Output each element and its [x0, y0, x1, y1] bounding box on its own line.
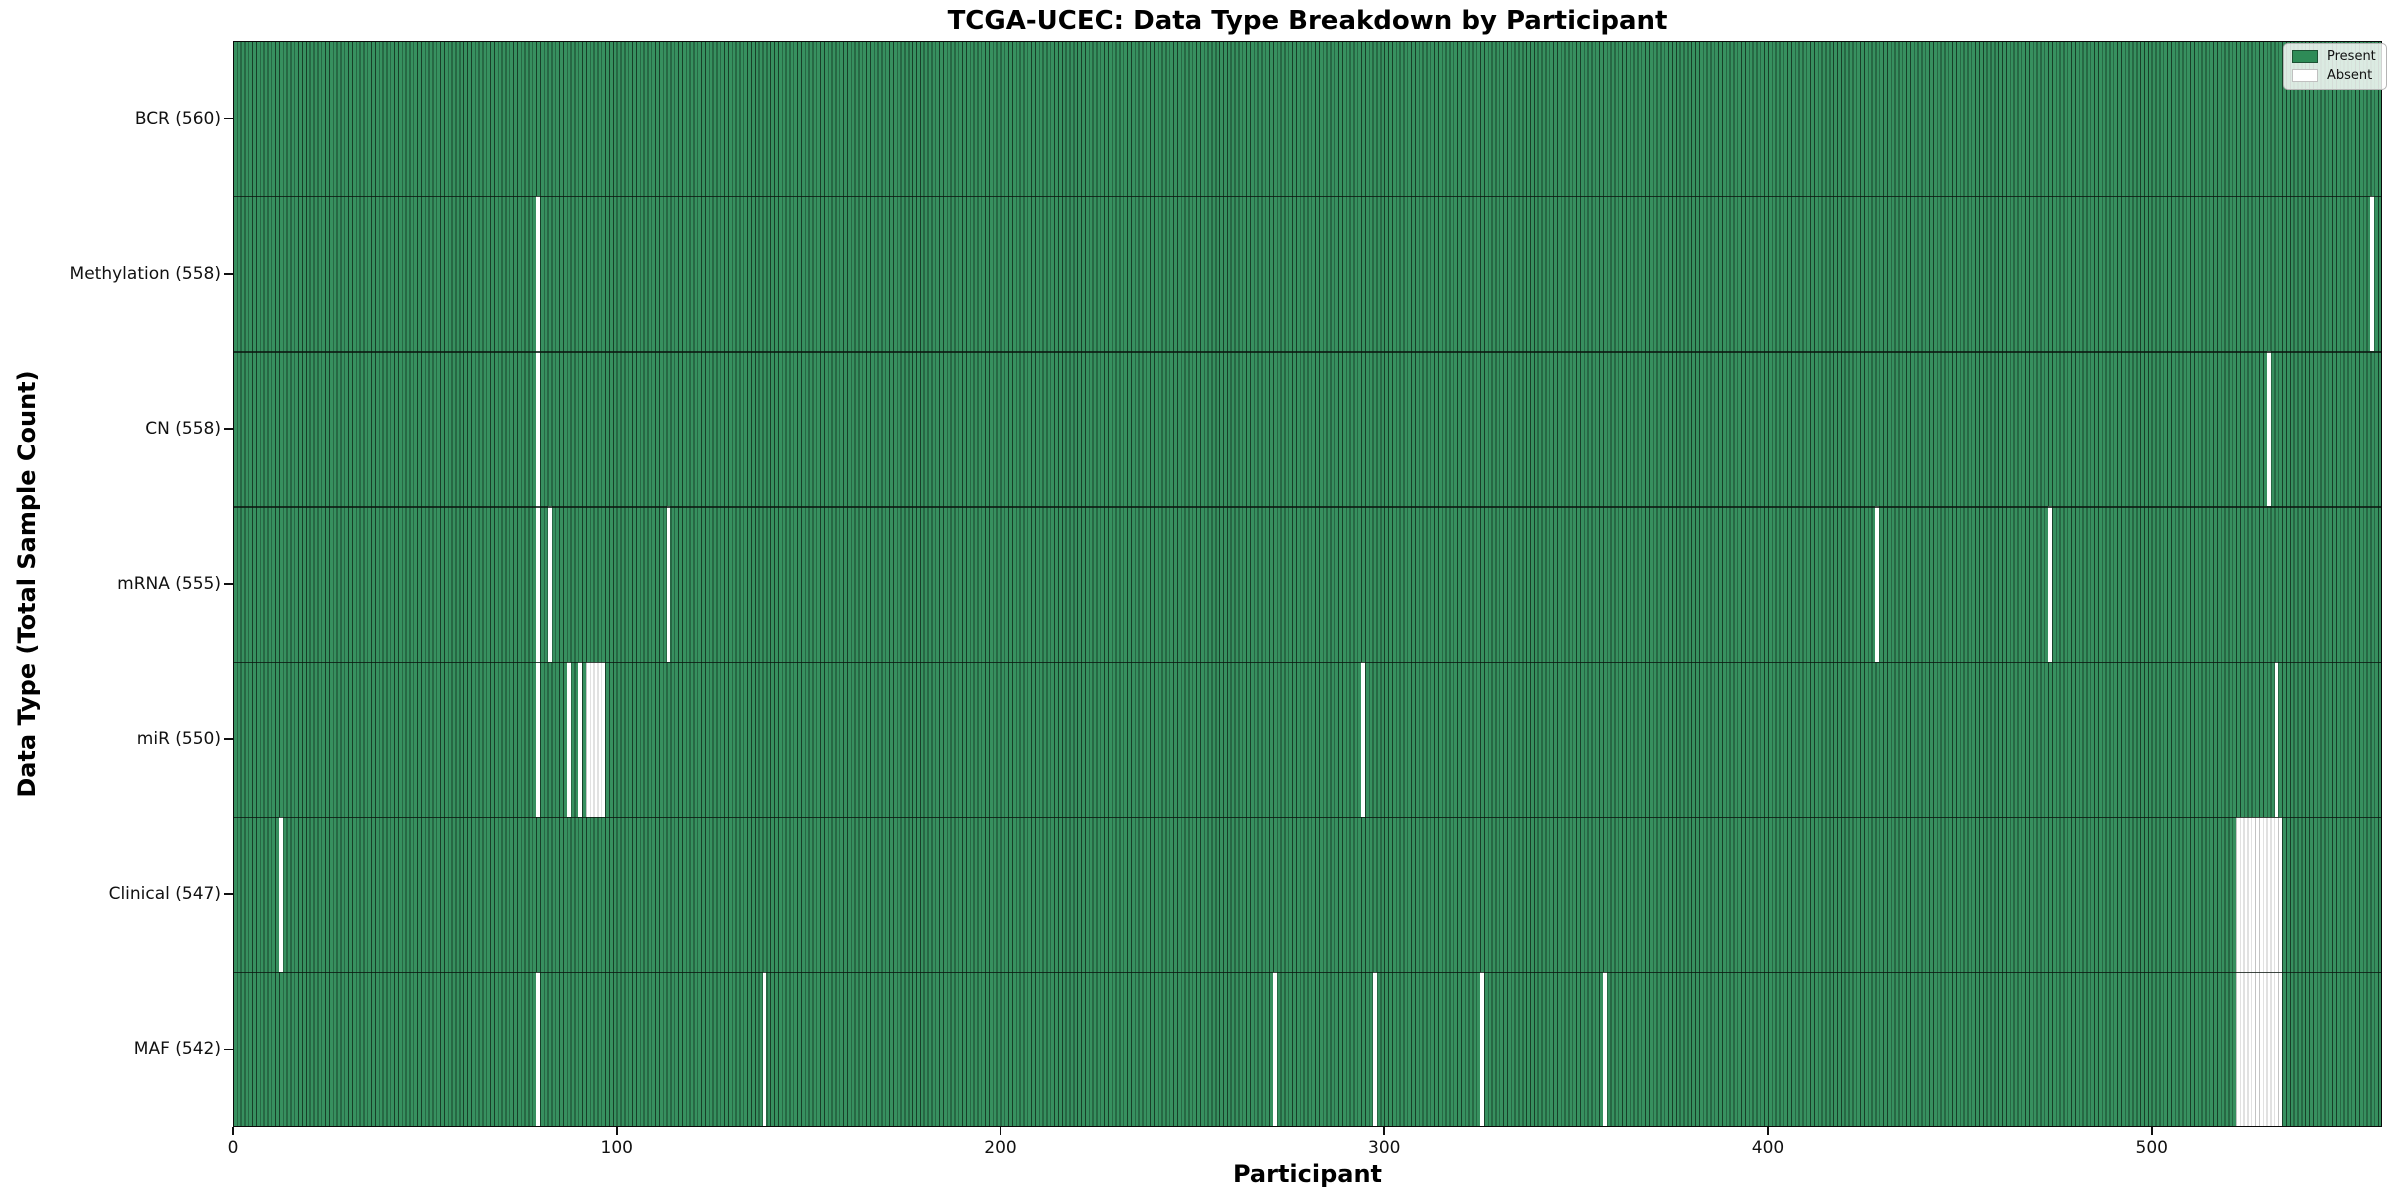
absent-gap [536, 661, 540, 817]
y-tick-label-BCR: BCR (560) [134, 108, 221, 129]
row-divider [233, 971, 2382, 974]
absent-gap [279, 816, 283, 972]
chart-title: TCGA-UCEC: Data Type Breakdown by Partic… [947, 6, 1668, 36]
absent-gap [666, 506, 671, 662]
y-tick-mark [224, 1048, 233, 1051]
absent-gap [1480, 971, 1485, 1127]
legend-item-present: Present [2292, 50, 2376, 63]
x-tick-mark [2150, 1127, 2153, 1135]
y-tick-mark [224, 117, 233, 120]
absent-gap [536, 506, 540, 662]
x-tick-label-400: 400 [1751, 1138, 1785, 1158]
absent-gap [1361, 661, 1366, 817]
absent-gap [1372, 971, 1377, 1127]
x-tick-label-200: 200 [984, 1138, 1017, 1158]
row-divider [233, 661, 2382, 663]
legend-item-absent: Absent [2292, 69, 2376, 82]
y-tick-mark [224, 738, 233, 740]
absent-gap [536, 351, 540, 507]
absent-gap [1272, 971, 1277, 1127]
absent-gap [1875, 506, 1880, 662]
heatmap-row-BCR [233, 41, 2382, 197]
absent-gap [586, 661, 606, 817]
x-tick-mark [1767, 1127, 1769, 1135]
x-tick-label-500: 500 [2135, 1138, 2168, 1158]
x-tick-mark [1383, 1127, 1386, 1135]
absent-gap [536, 971, 540, 1127]
legend-label-absent: Absent [2327, 68, 2373, 83]
y-tick-mark [224, 428, 233, 430]
absent-gap [2370, 196, 2375, 352]
x-tick-mark [615, 1127, 618, 1135]
absent-gap [547, 506, 552, 662]
y-tick-label-mRNA: mRNA (555) [117, 574, 221, 594]
y-axis-label: Data Type (Total Sample Count) [13, 370, 41, 798]
y-tick-mark [224, 272, 233, 275]
x-tick-mark [232, 1127, 234, 1135]
heatmap-row-Clinical [233, 816, 2382, 972]
present-swatch-icon [2292, 50, 2318, 63]
x-tick-mark [999, 1127, 1002, 1135]
heatmap-row-CN [233, 351, 2382, 507]
x-tick-label-300: 300 [1368, 1138, 1401, 1158]
legend-label-present: Present [2327, 49, 2376, 64]
x-tick-label-100: 100 [600, 1138, 633, 1158]
x-axis-label: Participant [1232, 1160, 1383, 1188]
row-divider [233, 351, 2382, 353]
y-tick-label-Methylation: Methylation (558) [69, 263, 221, 284]
absent-gap [2266, 351, 2271, 507]
y-tick-label-CN: CN (558) [145, 418, 221, 439]
absent-gap [2048, 506, 2052, 662]
y-tick-label-miR: miR (550) [136, 729, 221, 750]
row-divider [233, 816, 2382, 818]
absent-gap [1602, 971, 1607, 1127]
row-divider [233, 506, 2382, 508]
absent-gap [2236, 816, 2283, 972]
absent-gap [578, 661, 583, 817]
y-tick-label-MAF: MAF (542) [133, 1039, 221, 1060]
absent-gap [566, 661, 571, 817]
heatmap-row-MAF [233, 971, 2382, 1127]
y-tick-mark [224, 893, 233, 896]
heatmap-row-mRNA [233, 506, 2382, 662]
absent-gap [536, 196, 540, 352]
x-tick-label-0: 0 [227, 1138, 239, 1158]
legend: Present Absent [2283, 43, 2387, 90]
heatmap-row-Methylation [233, 196, 2382, 352]
y-tick-mark [224, 583, 233, 585]
heatmap-row-miR [233, 661, 2382, 817]
absent-swatch-icon [2292, 69, 2318, 82]
y-tick-label-Clinical: Clinical (547) [108, 884, 221, 905]
row-divider [233, 196, 2382, 198]
absent-gap [2274, 661, 2279, 817]
plot-area [233, 41, 2382, 1127]
absent-gap [2236, 971, 2283, 1127]
absent-gap [762, 971, 767, 1127]
